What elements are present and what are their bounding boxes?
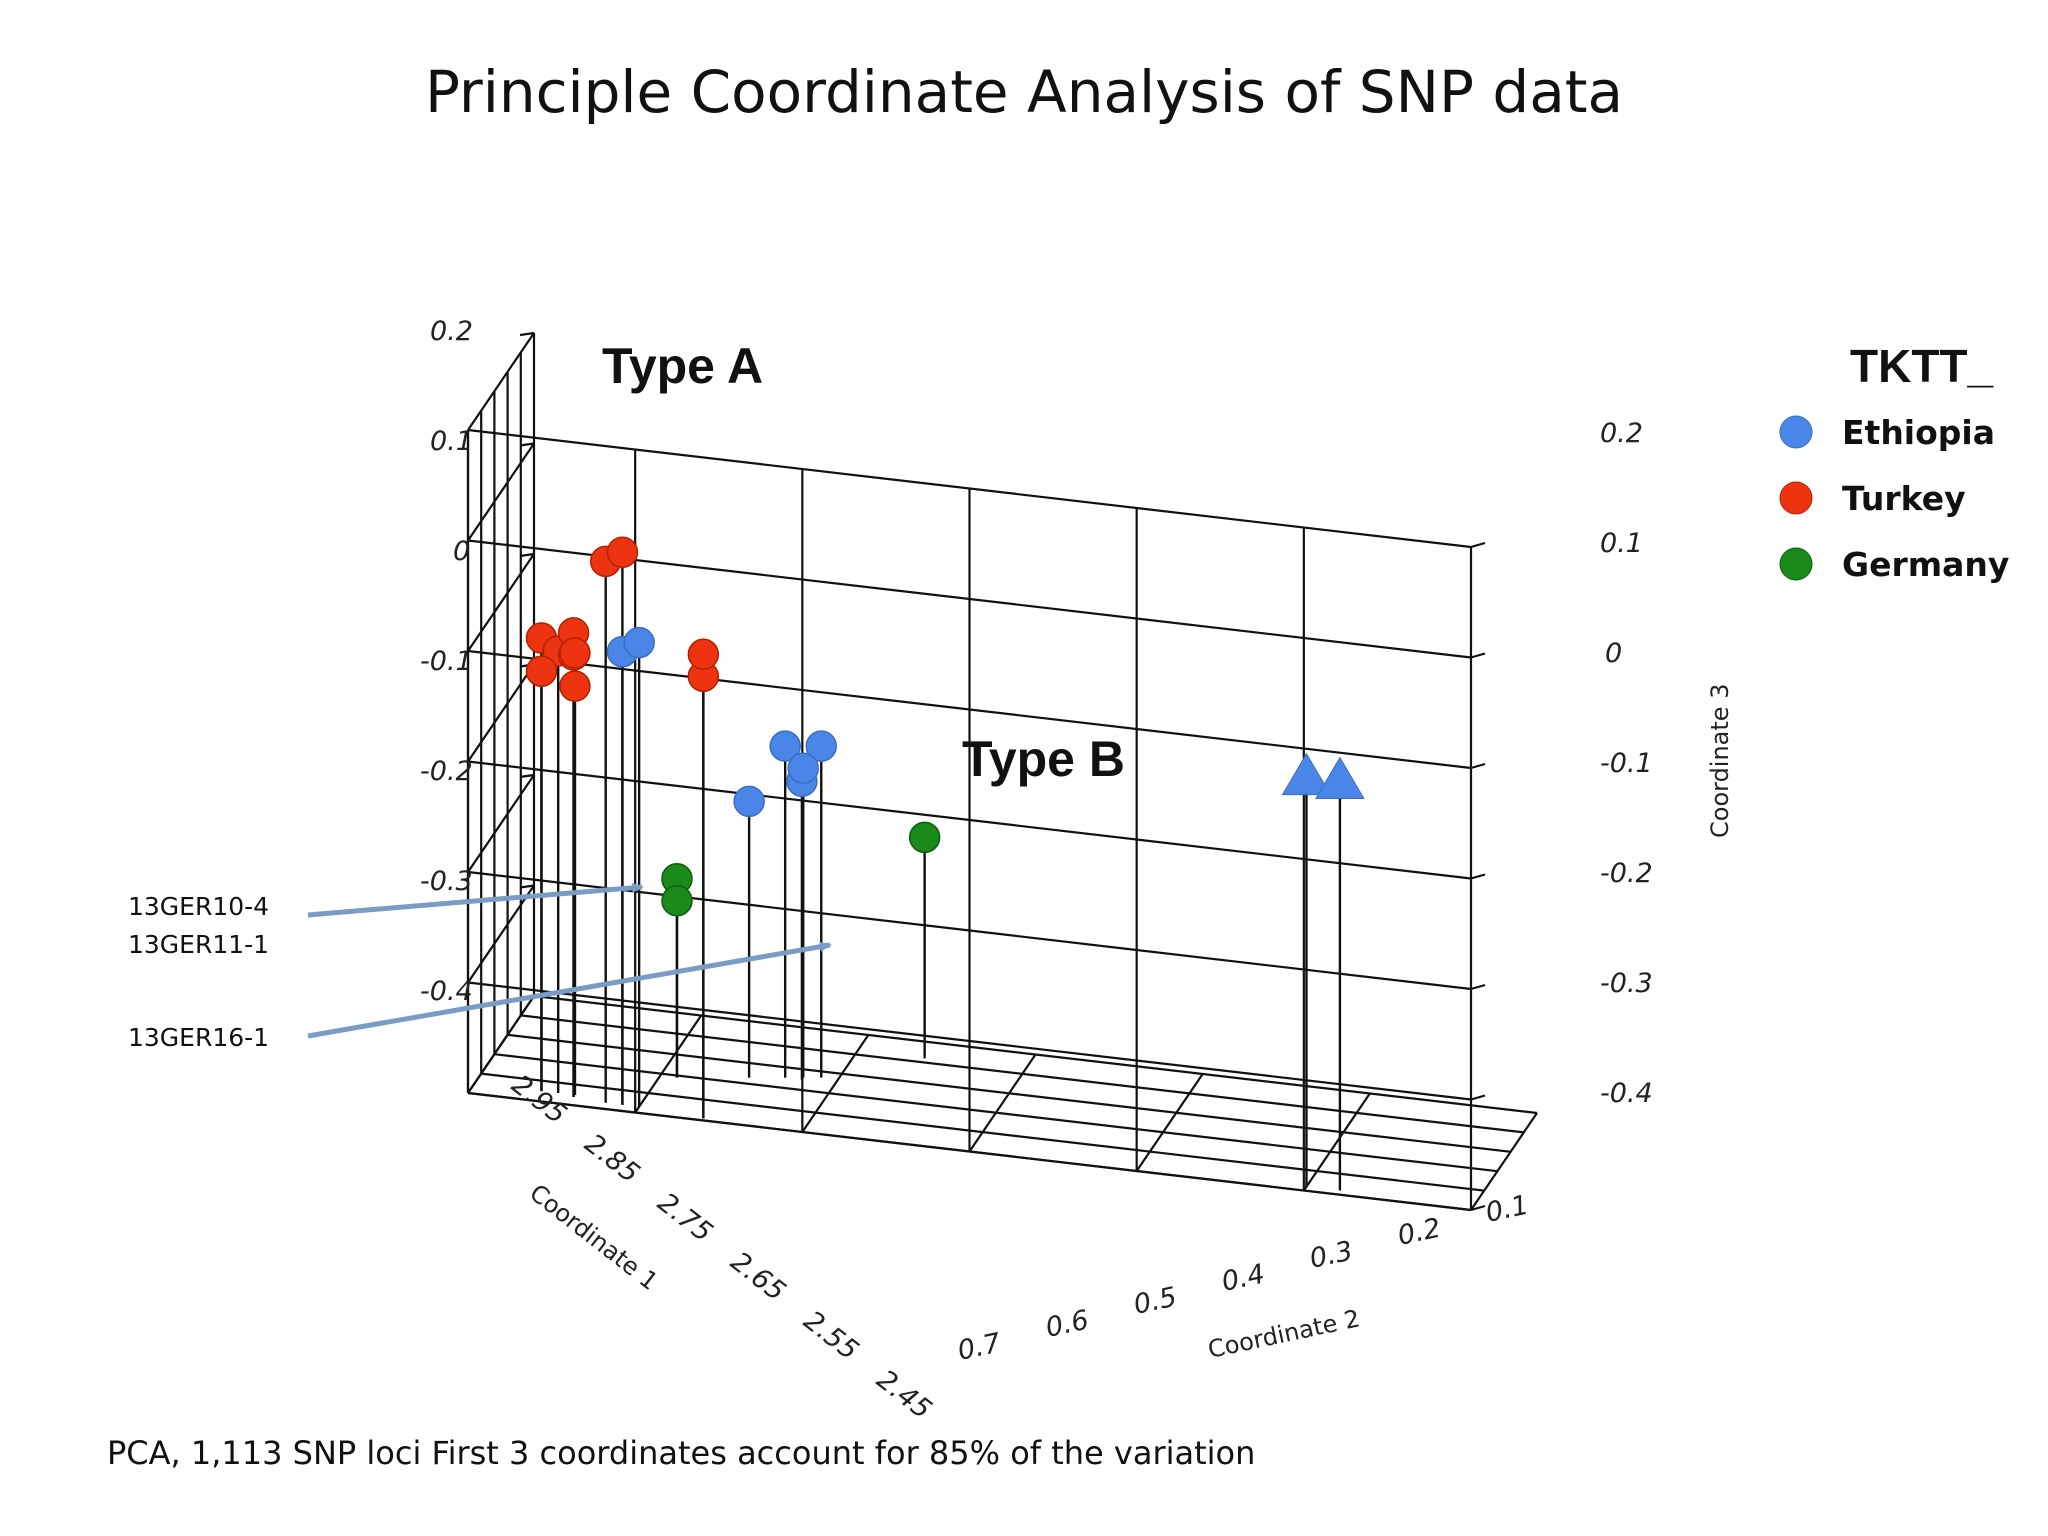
y-axis-title: Coordinate 2 <box>1205 1304 1362 1364</box>
zr-tick-4: -0.2 <box>1600 858 1653 889</box>
legend-marker-ethiopia <box>1779 415 1813 449</box>
legend-marker-germany <box>1779 547 1813 581</box>
floor-line-v <box>494 1053 1498 1173</box>
point-germany-1 <box>661 885 693 917</box>
x-tick-4: 2.55 <box>798 1305 864 1366</box>
floor-line-v <box>481 1072 1485 1192</box>
floor-line-u <box>467 995 535 1094</box>
z-left-tick <box>519 331 535 337</box>
floor-line-v <box>507 1033 1511 1153</box>
point-germany-2 <box>908 821 941 854</box>
y-tick-0: 0.7 <box>955 1328 1003 1367</box>
point-ethiopia-1 <box>623 626 655 659</box>
zl-tick-5: -0.3 <box>420 866 473 897</box>
floor-line-v <box>533 994 1538 1115</box>
zr-tick-1: 0.1 <box>1600 528 1643 559</box>
zl-tick-0: 0.2 <box>430 316 473 347</box>
zl-tick-6: -0.4 <box>420 976 473 1007</box>
type-b-label: Type B <box>962 731 1125 787</box>
x-tick-1: 2.85 <box>579 1128 645 1189</box>
point-turkey-8 <box>559 670 591 702</box>
point-turkey-4 <box>525 655 558 687</box>
left-wall-hline <box>467 663 535 763</box>
point-ethiopia-3 <box>805 730 838 762</box>
point-ethiopia-6 <box>733 785 765 818</box>
point-ethiopia-5 <box>787 752 819 785</box>
y-tick-2: 0.5 <box>1131 1282 1179 1321</box>
floor-line-u <box>1135 1073 1204 1172</box>
zr-tick-6: -0.4 <box>1600 1078 1653 1109</box>
left-wall-hline <box>467 774 535 873</box>
zl-tick-3: -0.1 <box>420 646 473 677</box>
point-ethiopia-triangle-0 <box>1281 752 1332 796</box>
left-wall-hline <box>467 884 535 984</box>
legend-label-germany: Germany <box>1842 545 2009 584</box>
point-turkey-7 <box>559 637 591 669</box>
zr-tick-0: 0.2 <box>1600 418 1643 449</box>
z-left-tick <box>519 442 535 447</box>
x-tick-3: 2.65 <box>725 1246 791 1307</box>
point-ethiopia-triangle-1 <box>1315 756 1365 799</box>
point-turkey-10 <box>687 638 720 671</box>
x-tick-2: 2.75 <box>652 1187 718 1248</box>
type-a-label: Type A <box>602 338 763 394</box>
left-wall-hline <box>467 442 535 542</box>
annotations: 13GER10-4 13GER11-1 13GER16-1 <box>128 882 832 1052</box>
floor-line-u <box>801 1034 870 1133</box>
z-right-tick <box>1470 1204 1486 1212</box>
z-right-tick <box>1470 762 1486 770</box>
annotation-13ger11-1: 13GER11-1 <box>128 930 269 959</box>
x-axis-title: Coordinate 1 <box>524 1179 663 1296</box>
annotation-arrow-2 <box>307 941 832 1039</box>
point-ethiopia-2 <box>769 730 801 762</box>
zl-tick-2: 0 <box>453 536 470 567</box>
annotation-13ger16-1: 13GER16-1 <box>128 1023 269 1052</box>
left-wall-hline <box>467 332 535 431</box>
floor-line-v <box>467 1091 1472 1212</box>
legend-label-turkey: Turkey <box>1842 479 1966 518</box>
legend-title: TKTT_ <box>1850 340 1994 392</box>
y-tick-1: 0.6 <box>1043 1305 1091 1344</box>
floor-line-u <box>1302 1092 1371 1192</box>
z-axis-title: Coordinate 3 <box>1706 684 1734 838</box>
z-left-tick <box>519 552 535 558</box>
annotation-13ger10-4: 13GER10-4 <box>128 892 269 921</box>
z-right-tick <box>1470 873 1486 880</box>
zr-tick-2: 0 <box>1605 638 1622 669</box>
y-tick-5: 0.2 <box>1395 1213 1443 1252</box>
z-right-tick <box>1470 652 1486 659</box>
y-tick-6: 0.1 <box>1483 1190 1531 1229</box>
left-wall-hline <box>467 553 535 652</box>
x-tick-5: 2.45 <box>871 1364 937 1425</box>
zl-tick-1: 0.1 <box>430 426 473 457</box>
y-tick-4: 0.3 <box>1307 1236 1355 1275</box>
z-left-tick <box>519 773 535 779</box>
footnote: PCA, 1,113 SNP loci First 3 coordinates … <box>107 1434 1256 1472</box>
zr-tick-5: -0.3 <box>1600 968 1653 999</box>
legend-marker-turkey <box>1779 481 1813 515</box>
point-stems <box>540 552 1342 1191</box>
annotation-arrow-1 <box>307 882 644 918</box>
zr-tick-3: -0.1 <box>1600 748 1653 779</box>
floor-line-u <box>634 1014 703 1114</box>
point-turkey-1 <box>606 536 639 568</box>
y-tick-3: 0.4 <box>1219 1259 1267 1298</box>
data-points <box>525 536 1365 917</box>
z-right-tick <box>1470 983 1486 991</box>
z-right-tick <box>1470 541 1486 549</box>
z-left-tick <box>519 884 535 889</box>
z-right-tick <box>1470 1094 1486 1101</box>
legend-label-ethiopia: Ethiopia <box>1842 413 1995 452</box>
zl-tick-4: -0.2 <box>420 756 473 787</box>
chart-title: Principle Coordinate Analysis of SNP dat… <box>424 58 1624 126</box>
legend: TKTT_ Ethiopia Turkey Germany <box>1779 340 2009 584</box>
floor-line-u <box>968 1053 1037 1153</box>
floor-line-u <box>1470 1112 1538 1211</box>
floor-line-v <box>520 1014 1524 1134</box>
